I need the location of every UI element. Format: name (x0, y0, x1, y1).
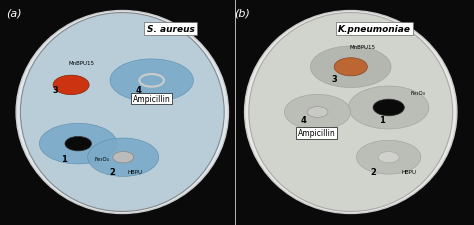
Text: Fe₃O₄: Fe₃O₄ (95, 156, 109, 161)
Ellipse shape (53, 76, 89, 95)
Ellipse shape (65, 137, 91, 151)
Ellipse shape (284, 95, 351, 130)
Text: 4: 4 (135, 86, 141, 94)
Text: Ampicillin: Ampicillin (298, 129, 336, 138)
Ellipse shape (310, 47, 391, 88)
Text: MnBPU15: MnBPU15 (69, 61, 95, 65)
Ellipse shape (373, 100, 404, 116)
Ellipse shape (348, 87, 429, 129)
Text: K.pneumoniae: K.pneumoniae (338, 25, 411, 34)
Ellipse shape (245, 11, 457, 214)
Ellipse shape (378, 152, 399, 163)
Ellipse shape (334, 58, 367, 76)
Ellipse shape (39, 124, 117, 164)
Ellipse shape (16, 11, 228, 214)
Text: 3: 3 (332, 75, 337, 84)
Ellipse shape (307, 107, 328, 118)
Text: 3: 3 (52, 86, 58, 94)
Text: 4: 4 (301, 115, 307, 124)
Text: Fe₃O₄: Fe₃O₄ (410, 91, 425, 96)
Text: 1: 1 (61, 154, 66, 163)
Text: (a): (a) (7, 9, 22, 18)
Ellipse shape (356, 141, 421, 174)
Ellipse shape (20, 14, 224, 211)
Text: MnBPU15: MnBPU15 (350, 45, 376, 50)
Text: (b): (b) (234, 9, 250, 18)
Text: 1: 1 (379, 115, 385, 124)
Text: 2: 2 (109, 168, 115, 177)
Ellipse shape (249, 14, 453, 211)
Text: HBPU: HBPU (402, 169, 417, 174)
Ellipse shape (110, 60, 193, 102)
Text: Ampicillin: Ampicillin (133, 94, 171, 104)
Ellipse shape (113, 152, 134, 163)
Text: S. aureus: S. aureus (146, 25, 195, 34)
Text: HBPU: HBPU (128, 170, 143, 175)
Text: 2: 2 (371, 167, 376, 176)
Ellipse shape (88, 138, 159, 177)
